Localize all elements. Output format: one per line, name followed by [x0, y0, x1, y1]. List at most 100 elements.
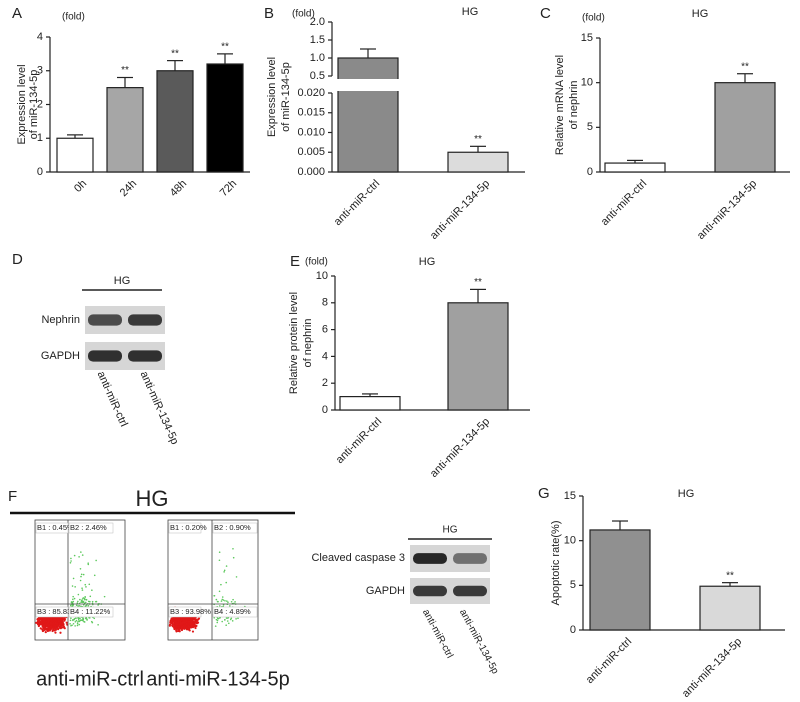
- quadrant-label: B3 : 85.83%: [37, 607, 78, 616]
- quadrant-label-box: [35, 522, 69, 534]
- event-dot: [219, 605, 221, 607]
- event-dot: [85, 586, 87, 588]
- event-dot: [95, 559, 97, 562]
- event-dot: [61, 624, 65, 627]
- event-dot: [47, 620, 50, 623]
- blot-band: [128, 314, 162, 326]
- event-dot: [79, 579, 82, 582]
- event-dot: [185, 617, 188, 620]
- event-dot: [49, 622, 53, 625]
- event-dot: [41, 628, 44, 631]
- event-dot: [54, 624, 57, 627]
- event-dot: [65, 621, 68, 624]
- event-dot: [81, 589, 84, 591]
- event-dot: [232, 598, 234, 601]
- event-dot: [79, 619, 82, 622]
- significance: **: [474, 134, 482, 145]
- event-dot: [49, 625, 53, 628]
- lane-label: anti-miR-134-5p: [138, 370, 181, 447]
- event-dot: [81, 600, 83, 603]
- event-dot: [78, 556, 80, 558]
- quadrant-label-box: [35, 606, 69, 618]
- blot-row-label: Nephrin: [41, 314, 80, 326]
- x-tick-label: anti-miR-134-5p: [695, 178, 759, 242]
- event-dot: [103, 595, 106, 598]
- y-tick-label: 0.005: [297, 146, 325, 158]
- event-dot: [69, 562, 72, 564]
- event-dot: [76, 621, 79, 623]
- axis-break: [336, 79, 400, 91]
- unit-label: (fold): [582, 13, 605, 24]
- blot-band: [453, 585, 487, 597]
- event-dot: [224, 619, 226, 621]
- quadrant-label-box: [168, 522, 202, 534]
- panel-letter: D: [12, 251, 23, 268]
- y-tick-label: 2: [37, 98, 43, 110]
- event-dot: [173, 627, 176, 631]
- blot-band: [88, 350, 122, 362]
- event-dot: [63, 627, 66, 630]
- event-dot: [83, 621, 86, 623]
- event-dot: [173, 625, 176, 628]
- event-dot: [80, 551, 82, 553]
- x-tick-label: anti-miR-ctrl: [332, 178, 382, 228]
- event-dot: [72, 577, 75, 580]
- event-dot: [81, 554, 84, 556]
- event-dot: [77, 618, 80, 621]
- quadrant-label: B2 : 2.46%: [70, 523, 107, 532]
- y-tick-label: 10: [316, 270, 328, 282]
- y-tick-label: 0.000: [297, 166, 325, 178]
- event-dot: [76, 622, 79, 625]
- event-dot: [74, 620, 77, 623]
- x-tick-label: anti-miR-ctrl: [334, 416, 384, 466]
- event-dot: [225, 581, 228, 584]
- y-tick-label: 1.0: [310, 52, 325, 64]
- y-tick-label: 2.0: [310, 16, 325, 28]
- event-dot: [82, 573, 85, 576]
- event-dot: [213, 616, 216, 619]
- y-tick-label: 2: [322, 377, 328, 389]
- event-dot: [40, 618, 43, 621]
- event-dot: [81, 587, 83, 590]
- significance: **: [741, 61, 749, 72]
- panel-letter: C: [540, 5, 551, 22]
- y-tick-label: 6: [322, 324, 328, 336]
- event-dot: [190, 620, 193, 623]
- event-dot: [235, 618, 237, 620]
- event-dot: [220, 600, 223, 602]
- quadrant-label: B2 : 0.90%: [214, 523, 251, 532]
- event-dot: [84, 583, 87, 586]
- event-dot: [170, 619, 173, 622]
- event-dot: [218, 590, 221, 593]
- event-dot: [53, 629, 56, 632]
- chart-title: HG: [678, 488, 695, 500]
- event-dot: [196, 621, 199, 624]
- event-dot: [54, 618, 57, 621]
- event-dot: [85, 605, 87, 607]
- event-dot: [223, 569, 226, 572]
- panel-letter: E: [290, 253, 300, 270]
- event-dot: [230, 600, 233, 603]
- event-dot: [225, 624, 227, 627]
- unit-label: (fold): [305, 257, 328, 268]
- event-dot: [69, 623, 71, 625]
- event-dot: [84, 601, 87, 604]
- event-dot: [178, 629, 181, 633]
- event-dot: [194, 626, 197, 630]
- event-dot: [59, 619, 63, 622]
- event-dot: [195, 624, 198, 627]
- bar: [156, 70, 194, 173]
- event-dot: [171, 623, 175, 626]
- lane-label: anti-miR-ctrl: [420, 607, 455, 660]
- event-dot: [72, 598, 74, 601]
- y-tick-label: 1: [37, 132, 43, 144]
- event-dot: [225, 565, 228, 567]
- event-dot: [176, 623, 179, 626]
- event-dot: [74, 625, 76, 627]
- event-dot: [84, 595, 86, 598]
- event-dot: [218, 551, 221, 554]
- y-tick-label: 1.5: [310, 34, 325, 46]
- event-dot: [45, 627, 49, 630]
- y-axis-label: of miR-134-5p: [28, 70, 40, 140]
- panel-letter: A: [12, 5, 22, 22]
